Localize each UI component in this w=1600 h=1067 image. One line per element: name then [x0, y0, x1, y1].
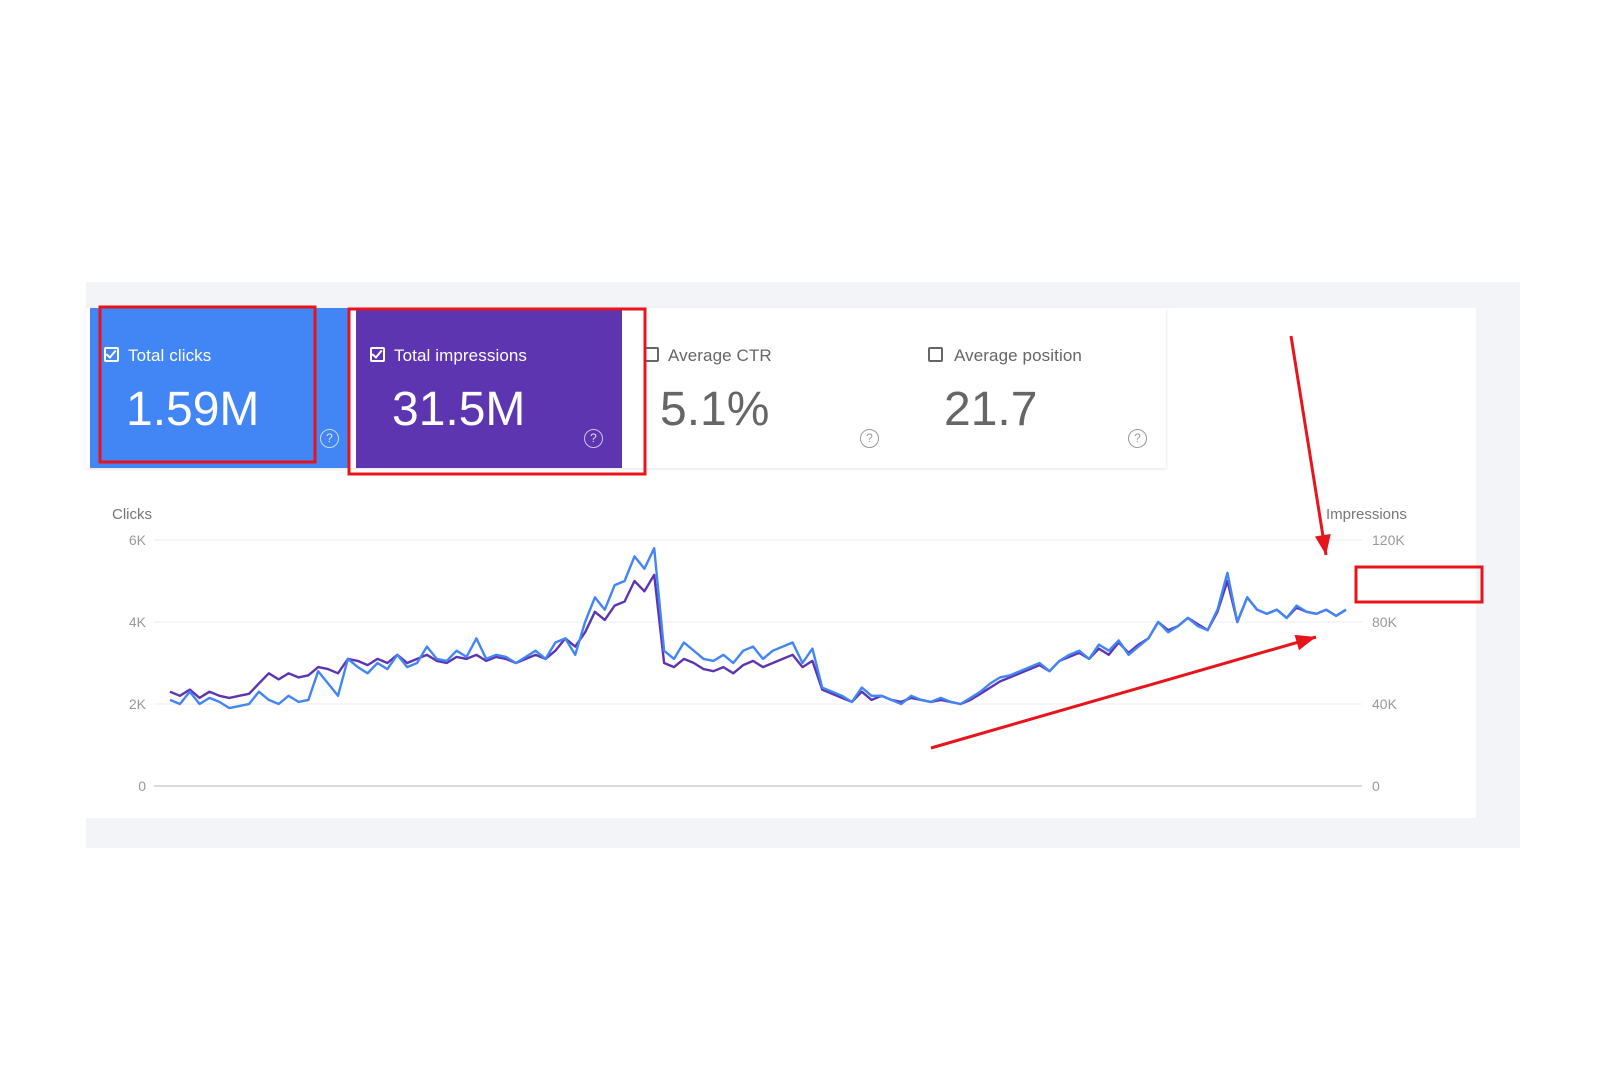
help-circle-icon[interactable]: ?	[320, 429, 339, 448]
metric-value: 21.7	[944, 383, 1038, 436]
metric-card-average-ctr[interactable]: Average CTR 5.1% ?	[630, 308, 896, 468]
metric-label: Average position	[954, 346, 1082, 365]
performance-card: Total clicks 1.59M ? Total impressions 3…	[86, 308, 1476, 818]
y-tick-right: 80K	[1372, 614, 1397, 630]
performance-chart	[154, 539, 1362, 787]
y-axis-label-left: Clicks	[112, 506, 152, 523]
y-tick-right: 0	[1372, 778, 1380, 794]
checkbox-icon[interactable]	[928, 347, 943, 362]
y-tick-right: 40K	[1372, 696, 1397, 712]
impressions-series-line	[169, 573, 1347, 706]
help-circle-icon[interactable]: ?	[860, 429, 879, 448]
y-tick-left: 6K	[128, 532, 146, 548]
help-circle-icon[interactable]: ?	[1128, 429, 1147, 448]
y-tick-left: 4K	[128, 614, 146, 630]
clicks-series-line	[169, 546, 1347, 710]
y-axis-label-right: Impressions	[1326, 506, 1407, 523]
y-tick-right: 120K	[1372, 532, 1405, 548]
y-tick-left: 2K	[128, 696, 146, 712]
performance-panel: Total clicks 1.59M ? Total impressions 3…	[86, 282, 1520, 848]
metric-label: Average CTR	[668, 346, 772, 365]
metric-card-average-position[interactable]: Average position 21.7 ?	[898, 308, 1166, 468]
y-tick-left: 0	[138, 778, 146, 794]
metric-value: 5.1%	[660, 383, 770, 436]
